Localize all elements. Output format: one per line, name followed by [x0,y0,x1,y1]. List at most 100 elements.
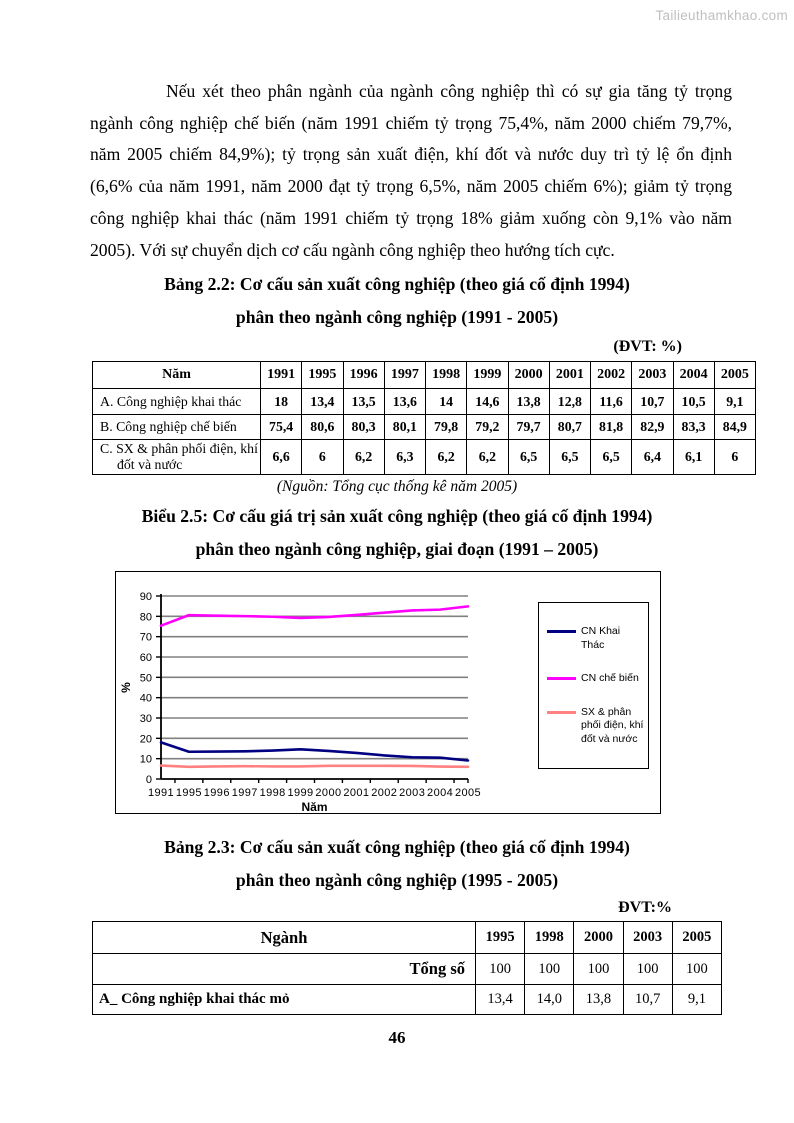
column-header: 2000 [573,921,624,955]
svg-text:20: 20 [140,734,152,746]
body-paragraph: Nếu xét theo phân ngành của ngành công n… [90,81,732,260]
svg-text:90: 90 [140,591,152,603]
column-header: 1996 [342,361,385,390]
cell-value: 9,1 [713,388,757,416]
cell-value: 83,3 [672,414,715,441]
svg-text:0: 0 [146,774,152,786]
cell-value: 80,6 [301,414,344,441]
cell-value: 75,4 [259,414,303,441]
cell-value: 6 [713,439,757,476]
table-row: C. SX & phân phối điện, khí đốt và nước 6… [92,439,757,476]
cell-value: 6,3 [383,439,427,476]
svg-text:10: 10 [140,754,152,766]
legend-line-sample-icon [547,710,576,714]
table-2-3-title-line1: Bảng 2.3: Cơ cấu sản xuất công nghiệp (t… [164,837,630,858]
cell-value: 79,2 [466,414,509,441]
svg-text:1997: 1997 [232,787,258,799]
table-2-2-title-line2: phân theo ngành công nghiệp (1991 - 2005… [235,307,559,328]
column-header: 2005 [713,361,757,390]
cell-value: 6,2 [342,439,385,476]
cell-value: 6 [301,439,344,476]
svg-text:80: 80 [140,612,152,624]
table-2-3: Ngành 1995 1998 2000 2003 2005 Tổng số 100 100 10… [92,921,723,1016]
series-line [159,741,470,763]
table-2-2-title-line1: Bảng 2.2: Cơ cấu sản xuất công nghiệp (t… [164,274,630,295]
svg-text:Năm: Năm [301,800,327,814]
svg-text:1996: 1996 [204,787,230,799]
column-header: 2004 [672,361,715,390]
cell-value: 79,7 [507,414,550,441]
cell-value: 6,5 [589,439,633,476]
svg-text:60: 60 [140,652,152,664]
cell-value: 18 [259,388,303,416]
cell-value: 81,8 [589,414,633,441]
table-2-2-unit-label: (ĐVT: %) [613,338,682,356]
cell-value: 80,1 [383,414,427,441]
cell-value: 6,4 [631,439,674,476]
svg-text:1998: 1998 [260,787,286,799]
cell-value: 10,5 [672,388,715,416]
svg-text:2000: 2000 [315,787,341,799]
column-header: 1995 [474,921,526,955]
table-row: B. Công nghiệp chế biến 75,4 80,6 80,3 80,1 7… [92,414,757,441]
svg-text:%: % [119,682,133,693]
legend-label: CN Khai Thác [581,625,621,651]
column-header: 1998 [524,921,575,955]
cell-value: 100 [524,953,575,986]
cell-value: 14 [424,388,468,416]
cell-value: 13,8 [507,388,550,416]
svg-text:30: 30 [140,713,152,725]
cell-value: 80,3 [342,414,385,441]
watermark-text: Tailieuthamkhao.com [655,8,788,23]
cell-value: 84,9 [713,414,757,441]
cell-value: 6,5 [548,439,592,476]
table-2-3-title-line2: phân theo ngành công nghiệp (1995 - 2005… [235,870,559,891]
table-header-row: Ngành 1995 1998 2000 2003 2005 [92,921,723,955]
svg-text:1995: 1995 [176,787,202,799]
cell-value: 100 [671,953,723,986]
series-line [159,605,470,628]
cell-value: 6,2 [466,439,509,476]
cell-value: 13,4 [301,388,344,416]
cell-value: 10,7 [631,388,674,416]
svg-text:2003: 2003 [399,787,425,799]
column-header: 2003 [622,921,673,955]
column-header: 2001 [548,361,592,390]
column-header: 1991 [259,361,303,390]
cell-value: 6,1 [672,439,715,476]
legend-line-sample-icon [547,677,576,681]
cell-value: 80,7 [548,414,592,441]
chart-2-5-title-line1: Biểu 2.5: Cơ cấu giá trị sản xuất công n… [141,506,653,527]
table-row: Tổng số 100 100 100 100 100 [92,953,723,986]
table-header-row: Năm 1991 1995 1996 1997 1998 1999 2000 2001 2002 2… [92,361,757,390]
legend-label: SX & phân phối điện, khí đốt và nước [581,705,644,745]
chart-plot-area: 0 10 20 30 40 50 60 70 80 90 1991 1995 1996 1997 1998 1… [119,591,481,814]
table-row: A. Công nghiệp khai thác 18 13,4 13,5 13,6 14… [92,388,757,416]
column-header: 2003 [631,361,674,390]
legend-label: CN chế biến [581,672,639,685]
cell-value: 13,4 [474,984,526,1016]
cell-value: 10,7 [622,984,673,1016]
row-label: A_ Công nghiệp khai thác mỏ [92,984,476,1016]
cell-value: 12,8 [548,388,592,416]
cell-value: 100 [573,953,624,986]
cell-value: 82,9 [631,414,674,441]
column-header: 2002 [589,361,633,390]
cell-value: 14,6 [466,388,509,416]
svg-text:1991: 1991 [148,787,174,799]
cell-value: 100 [474,953,526,986]
cell-value: 11,6 [589,388,633,416]
row-label: Tổng số [92,953,476,986]
legend-item: CN chế biến [547,672,646,686]
table-row: A_ Công nghiệp khai thác mỏ 13,4 14,0 13,8 1… [92,984,723,1016]
svg-text:2001: 2001 [343,787,369,799]
column-header: 2000 [507,361,550,390]
cell-value: 6,2 [424,439,468,476]
table-2-2-source-note: (Nguồn: Tổng cục thống kê năm 2005) [276,478,518,496]
row-label: C. SX & phân phối điện, khí đốt và nước [92,439,261,476]
cell-value: 6,5 [507,439,550,476]
svg-text:2005: 2005 [455,787,481,799]
cell-value: 13,8 [573,984,624,1016]
svg-text:50: 50 [140,673,152,685]
